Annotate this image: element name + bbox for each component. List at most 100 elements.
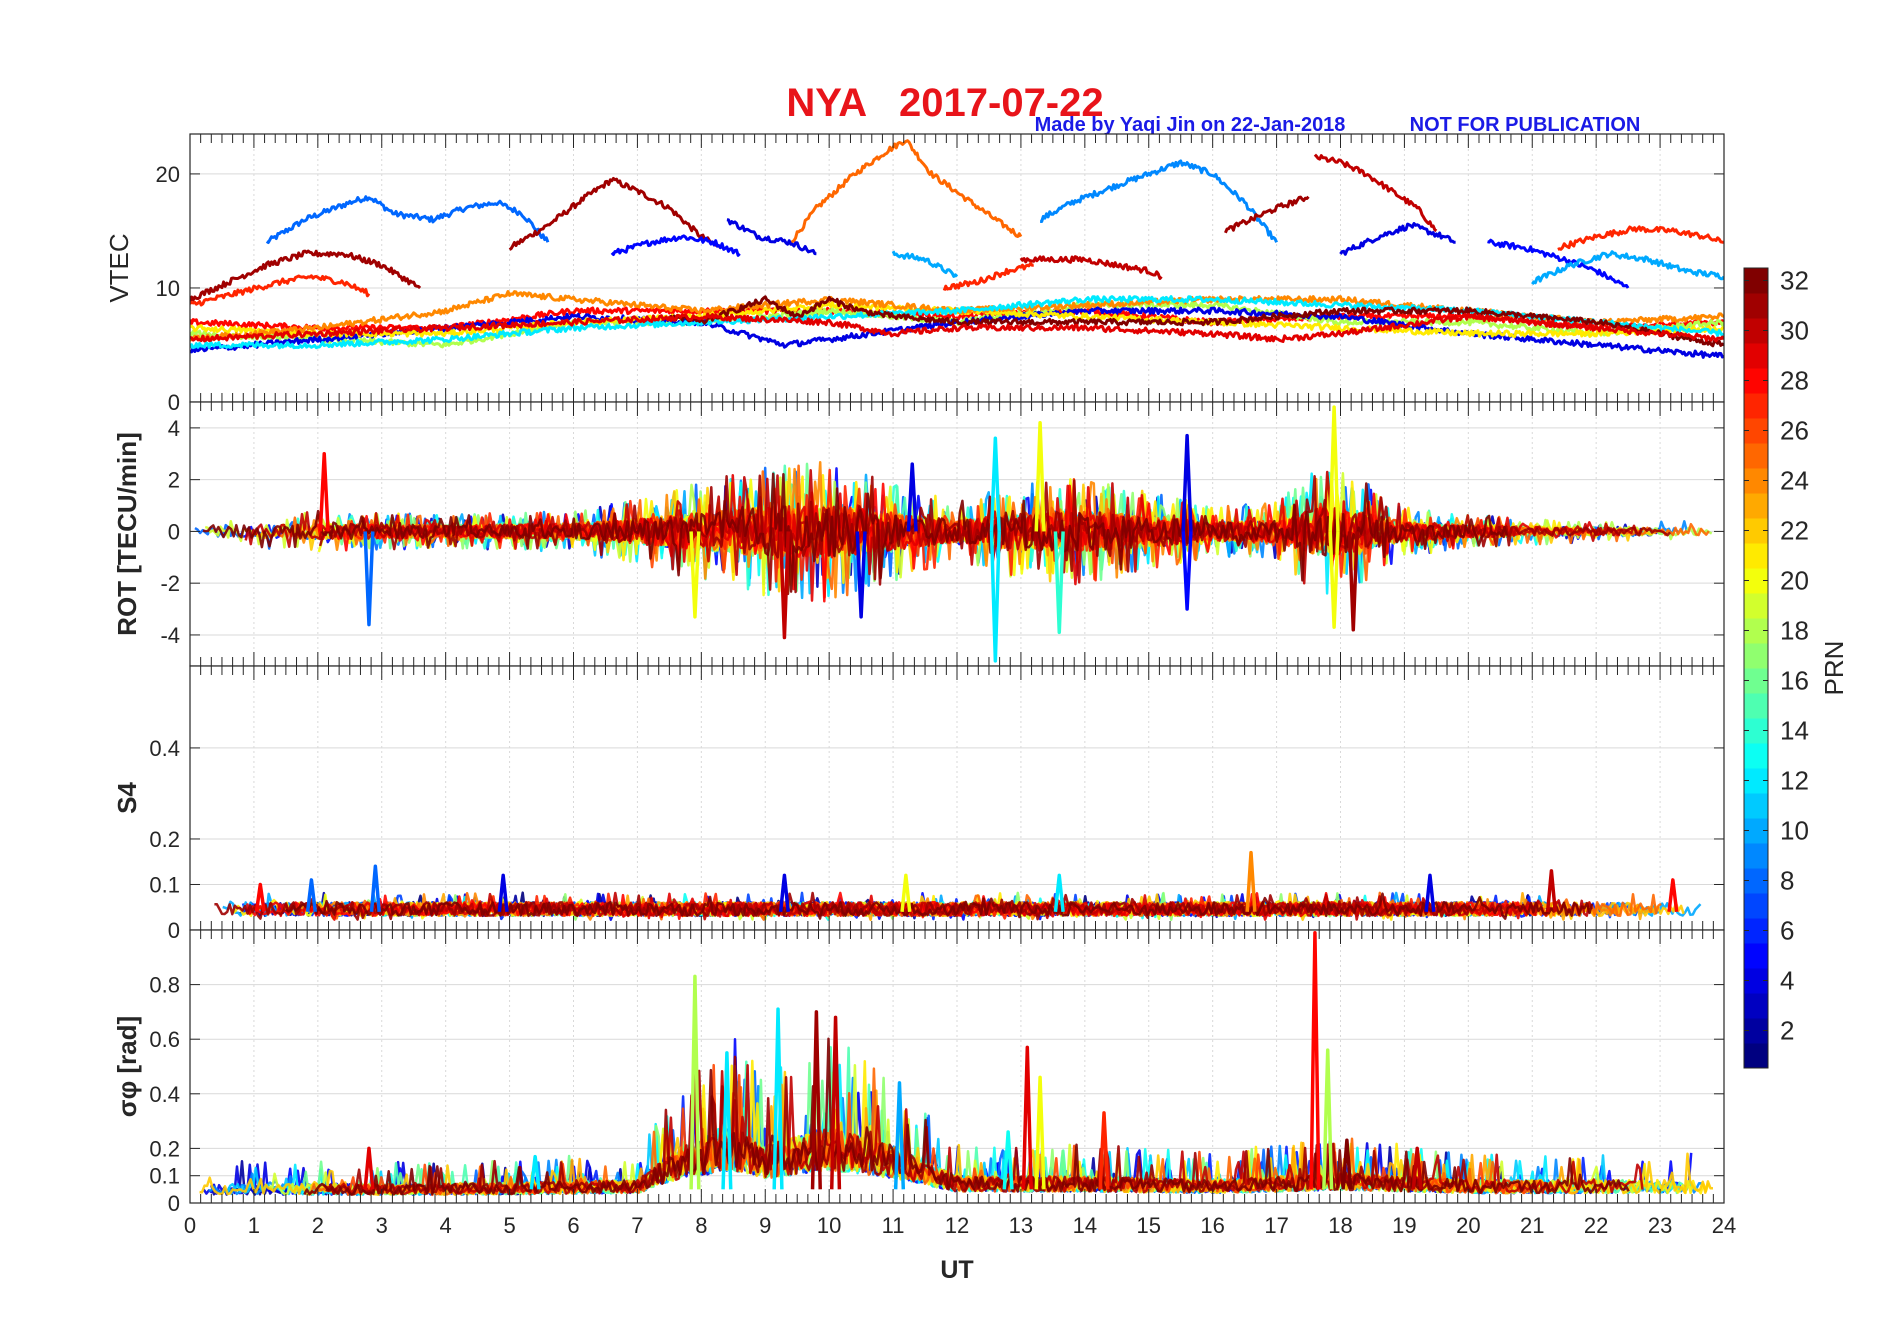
spike-prn4 (855, 531, 867, 619)
vtec-series-prn4 (1339, 222, 1456, 256)
x-tick-label: 1 (248, 1213, 260, 1238)
spike-prn12 (721, 1051, 733, 1190)
y-tick-label: 4 (168, 416, 180, 441)
x-tick-label: 2 (312, 1213, 324, 1238)
x-tick-label: 5 (503, 1213, 515, 1238)
colorbar-tick-label: 2 (1780, 1016, 1794, 1046)
spike-prn30 (829, 1015, 842, 1190)
vtec-series-prn25 (789, 139, 1023, 245)
y-tick-label: 0.8 (149, 973, 180, 998)
y-tick-label: 0 (168, 519, 180, 544)
x-tick-label: 7 (631, 1213, 643, 1238)
x-tick-label: 21 (1520, 1213, 1544, 1238)
spike-prn5 (1181, 531, 1193, 611)
publication-notice: NOT FOR PUBLICATION (1410, 114, 1641, 136)
vtec-series-prn31 (1224, 195, 1310, 234)
data-layer (194, 405, 1713, 663)
spike-prn31 (1347, 531, 1359, 632)
x-tick-label: 9 (759, 1213, 771, 1238)
vtec-series-prn31 (190, 249, 422, 303)
y-tick-label: 0 (168, 1191, 180, 1216)
noise-trace-prn32 (202, 472, 1509, 593)
y-axis-label: S4 (112, 782, 142, 814)
credit-text: Made by Yaqi Jin on 22-Jan-2018 (1035, 114, 1346, 136)
y-tick-label: 0 (168, 390, 180, 415)
spike-prn8 (369, 864, 381, 912)
spike-prn20 (1034, 420, 1046, 532)
x-tick-label: 24 (1712, 1213, 1736, 1238)
spike-prn30 (1545, 869, 1558, 912)
colorbar-tick-label: 8 (1780, 866, 1794, 896)
spike-prn24 (1245, 850, 1257, 912)
spike-prn29 (1021, 1045, 1033, 1190)
colorbar-tick-label: 22 (1780, 516, 1809, 546)
x-tick-label: 4 (440, 1213, 452, 1238)
y-axis-label: VTEC (104, 233, 134, 302)
spike-prn4 (906, 462, 918, 532)
y-tick-label: 2 (168, 468, 180, 493)
vtec-series-prn4 (726, 218, 817, 256)
vtec-series-prn10 (891, 250, 959, 278)
spike-prn31 (810, 1010, 822, 1190)
spike-prn20 (1034, 1075, 1046, 1190)
y-tick-label: -2 (160, 571, 180, 596)
x-tick-label: 12 (945, 1213, 969, 1238)
x-tick-label: 3 (376, 1213, 388, 1238)
x-tick-label: 6 (567, 1213, 579, 1238)
y-tick-label: 0.1 (149, 872, 180, 897)
x-tick-label: 13 (1009, 1213, 1033, 1238)
panel-s4: 0 0.1 0.2 0.4 S4 (112, 665, 1725, 943)
vtec-series-prn30 (1019, 255, 1163, 280)
colorbar-segment-prn5 (1744, 943, 1768, 969)
colorbar-tick-label: 6 (1780, 916, 1794, 946)
y-tick-label: 0.2 (149, 827, 180, 852)
x-tick-label: 15 (1137, 1213, 1161, 1238)
vtec-series-prn27 (190, 274, 371, 307)
vtec-series-prn30 (1313, 153, 1438, 233)
vtec-series-prn27 (942, 261, 1034, 292)
spike-prn13 (1002, 1130, 1014, 1190)
plot-area (190, 134, 1724, 402)
colorbar-segment-prn31 (1744, 293, 1768, 319)
spike-prn14 (1053, 531, 1065, 635)
colorbar-tick-label: 28 (1780, 366, 1809, 396)
colorbar-segment-prn11 (1744, 793, 1768, 819)
colorbar-tick-label: 26 (1780, 416, 1809, 446)
chart-title: NYA 2017-07-22 (786, 81, 1103, 125)
data-layer (199, 930, 1714, 1197)
x-axis-label: UT (940, 1256, 973, 1284)
spike-prn29 (363, 1146, 375, 1190)
y-tick-label: 0.4 (149, 736, 180, 761)
y-axis-label: σφ [rad] (112, 1016, 142, 1117)
colorbar-label: PRN (1819, 641, 1849, 696)
colorbar-segment-prn7 (1744, 893, 1768, 919)
colorbar-tick-label: 16 (1780, 666, 1809, 696)
colorbar-tick-label: 4 (1780, 966, 1794, 996)
y-axis-label: ROT [TECU/min] (112, 432, 142, 636)
spike-prn20 (1328, 531, 1340, 629)
vtec-series-prn32 (668, 295, 1724, 348)
spike-prn18 (1322, 1048, 1334, 1190)
colorbar-frame (1743, 267, 1769, 1069)
y-tick-label: 0.1 (149, 1164, 180, 1189)
colorbar-tick-label: 30 (1780, 316, 1809, 346)
spike-prn12 (529, 1154, 541, 1190)
y-tick-label: 0 (168, 918, 180, 943)
vtec-series-prn31 (508, 177, 722, 251)
x-tick-label: 10 (817, 1213, 841, 1238)
vtec-series-prn10 (1531, 250, 1724, 285)
colorbar-segment-prn19 (1744, 593, 1768, 619)
spike-prn18 (689, 974, 701, 1190)
noise-trace-prn32 (284, 892, 1594, 920)
spike-prn4 (1181, 433, 1193, 532)
spike-prn12 (1053, 873, 1065, 912)
colorbar-tick-label: 24 (1780, 466, 1809, 496)
spike-prn12 (772, 1007, 784, 1190)
spike-prn10 (893, 1081, 906, 1190)
x-tick-label: 8 (695, 1213, 707, 1238)
spike-prn28 (1309, 930, 1321, 1190)
spike-prn4 (1424, 873, 1436, 912)
vtec-series-prn8 (265, 195, 550, 244)
panel-sigphi: 00.10.20.40.60.8σφ [rad]0 1 2 3 4 5 6 7 8 9 10 11 12… (112, 929, 1736, 1238)
